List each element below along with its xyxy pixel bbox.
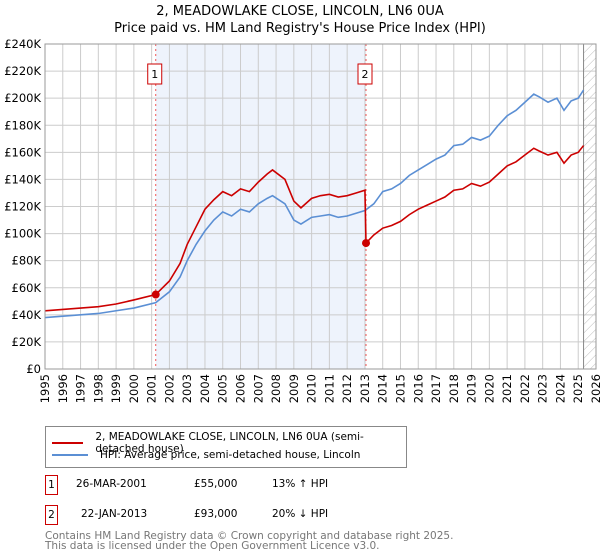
y-tick-label: £220K bbox=[4, 64, 41, 78]
x-tick-label: 2024 bbox=[553, 374, 567, 403]
transaction-date: 22-JAN-2013 bbox=[81, 508, 148, 520]
x-tick-label: 1997 bbox=[74, 374, 88, 403]
x-tick-label: 1998 bbox=[91, 374, 105, 403]
plot-border bbox=[44, 43, 597, 370]
legend-swatch-property bbox=[52, 442, 84, 444]
property-line bbox=[44, 145, 585, 312]
x-tick-label: 2009 bbox=[287, 374, 301, 403]
x-tick-label: 2019 bbox=[465, 374, 479, 403]
x-tick-label: 2017 bbox=[429, 374, 443, 403]
footer-line: Contains HM Land Registry data © Crown c… bbox=[45, 530, 454, 542]
legend-swatch-hpi bbox=[52, 454, 88, 456]
transaction-price: £55,000 bbox=[194, 478, 238, 490]
sale-label-box bbox=[357, 63, 373, 85]
y-tick-label: £120K bbox=[4, 200, 41, 214]
x-tick-label: 2018 bbox=[447, 374, 461, 403]
x-tick-label: 2023 bbox=[536, 374, 550, 403]
x-tick-label: 2011 bbox=[322, 374, 336, 403]
x-tick-label: 1996 bbox=[56, 374, 70, 403]
legend-item-hpi: HPI: Average price, semi-detached house,… bbox=[52, 449, 360, 461]
sale-label-box bbox=[147, 63, 163, 85]
y-tick-label: £140K bbox=[4, 172, 41, 186]
y-tick-label: £40K bbox=[12, 308, 42, 322]
x-tick-label: 1999 bbox=[109, 374, 123, 403]
x-tick-label: 2008 bbox=[269, 374, 283, 403]
hpi-line bbox=[44, 89, 585, 319]
chart-subtitle: Price paid vs. HM Land Registry's House … bbox=[114, 21, 486, 36]
x-tick-label: 2020 bbox=[482, 374, 496, 403]
x-tick-label: 2010 bbox=[305, 374, 319, 403]
transaction-hpi: 13% ↑ HPI bbox=[272, 478, 329, 490]
sale-label: 2 bbox=[362, 68, 369, 81]
marker-badge: 1 bbox=[45, 475, 58, 495]
x-tick-label: 2016 bbox=[411, 374, 425, 403]
x-tick-label: 2022 bbox=[518, 374, 532, 403]
x-tick-label: 2025 bbox=[571, 374, 585, 403]
x-tick-label: 2001 bbox=[145, 374, 159, 403]
sale-point bbox=[151, 290, 160, 299]
x-tick-label: 2026 bbox=[589, 374, 600, 403]
legend-item-property: 2, MEADOWLAKE CLOSE, LINCOLN, LN6 0UA (s… bbox=[52, 431, 406, 455]
legend-label: 2, MEADOWLAKE CLOSE, LINCOLN, LN6 0UA (s… bbox=[95, 431, 364, 455]
x-tick-label: 2006 bbox=[234, 374, 248, 403]
y-tick-label: £240K bbox=[4, 37, 41, 51]
footer: Contains HM Land Registry data © Crown c… bbox=[45, 530, 454, 552]
sale-point bbox=[362, 239, 371, 248]
legend: 2, MEADOWLAKE CLOSE, LINCOLN, LN6 0UA (s… bbox=[45, 426, 407, 468]
x-tick-label: 2002 bbox=[162, 374, 176, 403]
transaction-hpi: 20% ↓ HPI bbox=[272, 508, 329, 520]
price-chart: 1995 1996 1997 1998 1999 2000 2001 2002 2003 2004… bbox=[4, 37, 600, 403]
x-tick-label: 2014 bbox=[376, 374, 390, 403]
footer-line: This data is licensed under the Open Gov… bbox=[45, 540, 380, 552]
x-tick-label: 2021 bbox=[500, 374, 514, 403]
transaction-date: 26-MAR-2001 bbox=[76, 478, 147, 490]
x-tick-label: 2007 bbox=[251, 374, 265, 403]
sale-label: 1 bbox=[151, 68, 158, 81]
x-tick-label: 2003 bbox=[180, 374, 194, 403]
y-tick-label: £100K bbox=[4, 227, 41, 241]
x-tick-label: 2013 bbox=[358, 374, 372, 403]
legend-label: HPI: Average price, semi-detached house,… bbox=[100, 449, 361, 461]
x-tick-label: 2000 bbox=[127, 374, 141, 403]
y-tick-label: £200K bbox=[4, 91, 41, 105]
y-tick-label: £80K bbox=[12, 254, 42, 268]
y-tick-label: £0 bbox=[26, 362, 41, 376]
x-tick-label: 2004 bbox=[198, 374, 212, 403]
chart-title: 2, MEADOWLAKE CLOSE, LINCOLN, LN6 0UA bbox=[156, 4, 444, 19]
y-tick-label: £180K bbox=[4, 118, 41, 132]
x-tick-label: 2012 bbox=[340, 374, 354, 403]
transaction-price: £93,000 bbox=[194, 508, 238, 520]
y-tick-label: £60K bbox=[12, 281, 42, 295]
x-tick-label: 2005 bbox=[216, 374, 230, 403]
x-tick-label: 1995 bbox=[38, 374, 52, 403]
x-tick-label: 2015 bbox=[393, 374, 407, 403]
marker-badge: 2 bbox=[45, 505, 58, 525]
y-tick-label: £20K bbox=[12, 335, 42, 349]
y-tick-label: £160K bbox=[4, 145, 41, 159]
